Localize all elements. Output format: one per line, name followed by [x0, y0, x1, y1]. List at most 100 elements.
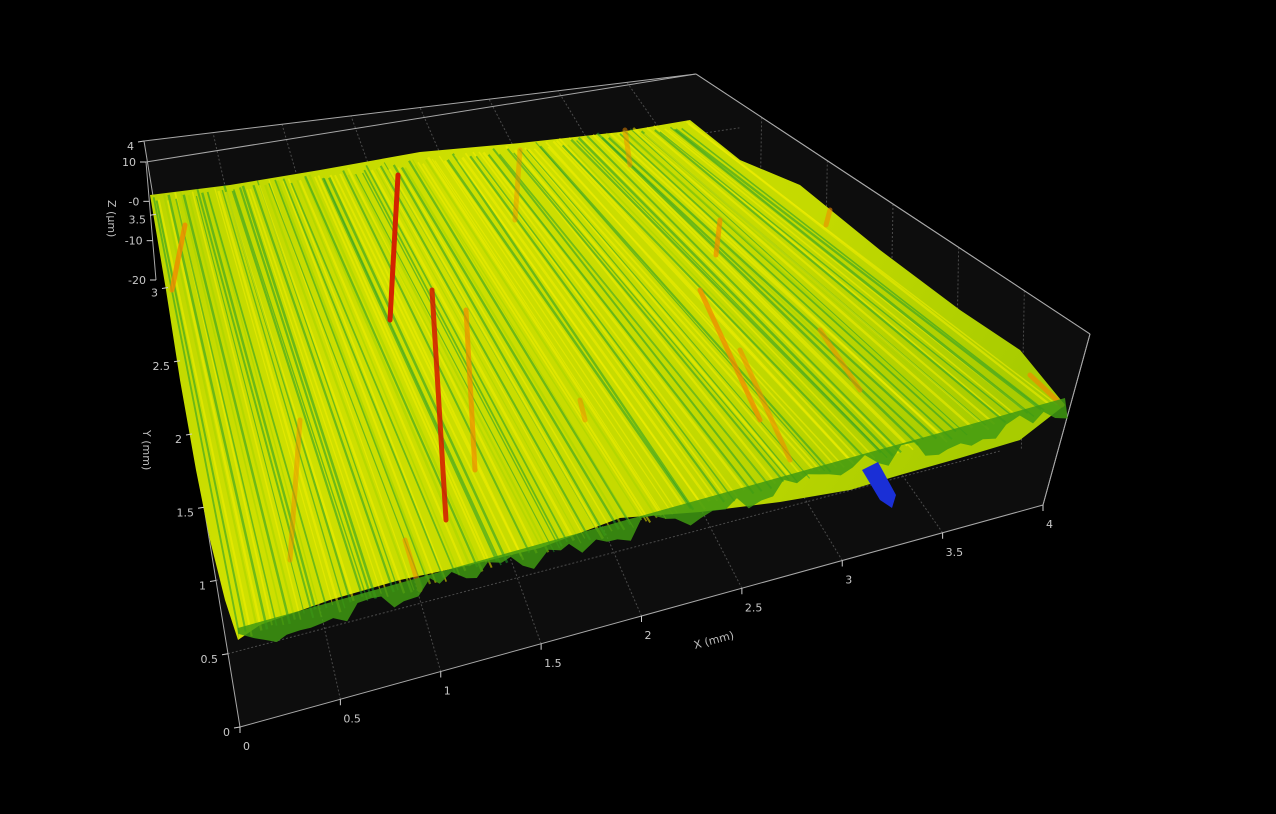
surface-streak: [464, 152, 718, 502]
surface-streak: [513, 149, 795, 482]
surface-streak: [175, 198, 278, 626]
y-tick-label: 1: [199, 580, 206, 593]
surface-streak: [408, 160, 632, 526]
x-tick-label: 1.5: [544, 657, 562, 670]
y-tick-label: 3.5: [129, 213, 147, 226]
x-tick-label: 4: [1046, 518, 1053, 531]
surface-peak: [287, 417, 303, 563]
surface-streak: [163, 194, 258, 627]
z-tick-label: -0: [128, 195, 139, 208]
surface-streak: [206, 193, 322, 618]
x-tick-label: 2: [645, 629, 652, 642]
surface-streak: [378, 167, 586, 539]
surface-streak: [321, 177, 499, 562]
surface-streak: [427, 156, 663, 517]
surface-streak: [518, 148, 798, 483]
y-tick-mark: [233, 726, 241, 729]
surface-streak: [166, 200, 263, 631]
surface-streak: [568, 137, 876, 459]
surface-streak: [643, 132, 990, 431]
surface-streak: [457, 159, 706, 511]
surface-peak: [622, 127, 633, 168]
surface-blue-pit: [862, 462, 896, 508]
x-tick-label: 3.5: [946, 546, 964, 559]
surface-streak: [608, 136, 938, 440]
z-tick-label: 10: [122, 156, 136, 169]
surface-streak: [241, 185, 378, 599]
surface-streak: [482, 151, 746, 491]
surface-streak: [238, 187, 372, 598]
surface-streak: [527, 148, 815, 471]
surface-streak: [329, 174, 513, 556]
surface-streak: [264, 184, 413, 593]
surface-streak: [287, 178, 448, 582]
surface-streak: [469, 155, 726, 503]
surface-streak: [524, 147, 804, 478]
surface-streak: [646, 126, 996, 425]
surface-streak: [535, 141, 826, 472]
surface-streak: [328, 177, 509, 564]
surface-streak: [596, 133, 914, 451]
x-tick-label: 3: [845, 574, 852, 587]
surface-streak: [233, 189, 369, 601]
surface-streak: [400, 166, 620, 530]
surface-streak: [425, 158, 658, 519]
surface-streak: [681, 127, 1045, 411]
surface-streak: [632, 127, 974, 429]
surface-streak: [438, 155, 678, 514]
surface-streak: [627, 134, 966, 435]
surface-streak: [601, 136, 925, 440]
surface-streak: [152, 197, 240, 633]
surface-body: [150, 120, 1065, 640]
surface-streak: [664, 128, 1018, 417]
y-tick-mark: [137, 140, 145, 143]
surface-streak: [246, 189, 382, 594]
surface-streak: [461, 156, 711, 502]
surface-streak: [370, 169, 575, 541]
y-tick-mark: [173, 360, 181, 363]
surface-streak: [478, 151, 738, 498]
surface-streak: [155, 200, 247, 632]
surface-streak: [417, 161, 648, 522]
surface-streak: [224, 191, 355, 602]
surface-streak: [323, 178, 502, 566]
y-tick-label: 1.5: [177, 506, 195, 519]
surface-streak: [567, 144, 869, 457]
y-tick-mark: [161, 287, 169, 289]
y-tick-label: 0: [223, 726, 230, 739]
surface-streak: [577, 136, 894, 457]
surface-streak: [675, 128, 1042, 411]
surface-streak: [513, 152, 789, 480]
x-tick-label: 0.5: [343, 712, 361, 725]
y-tick-mark: [185, 433, 193, 436]
surface-peak: [737, 347, 793, 463]
surface-streak: [231, 190, 364, 598]
surface-streak: [196, 188, 315, 619]
surface-streak: [392, 164, 607, 537]
surface-streak: [347, 174, 543, 548]
surface-streak: [434, 160, 674, 515]
frame-line: [145, 161, 157, 281]
surface-streak: [282, 178, 445, 579]
surface-streak: [414, 164, 643, 521]
z-axis-title: Z (µm): [105, 200, 118, 237]
y-axis-title: Y (mm): [140, 429, 153, 470]
surface-front-edge: [238, 398, 1068, 642]
surface-streak: [353, 173, 550, 553]
surface-streak: [355, 173, 555, 553]
surface-streak: [492, 148, 763, 492]
y-axis-ticks: 0 0.5 1 1.5 2 2.5 3 3.5 4: [127, 140, 241, 739]
frame-line: [145, 73, 697, 163]
surface-peak: [713, 217, 723, 258]
surface-streak: [561, 144, 864, 457]
x-tick-label: 0: [243, 740, 250, 753]
surface-streak: [274, 179, 427, 579]
x-tick-label: 2.5: [745, 601, 763, 614]
surface-streak: [576, 140, 888, 459]
surface-streak: [570, 138, 882, 454]
surface-streak: [217, 190, 342, 613]
surface-streak: [659, 131, 1012, 416]
surface-peak: [429, 287, 449, 523]
surface-streak: [506, 148, 785, 483]
